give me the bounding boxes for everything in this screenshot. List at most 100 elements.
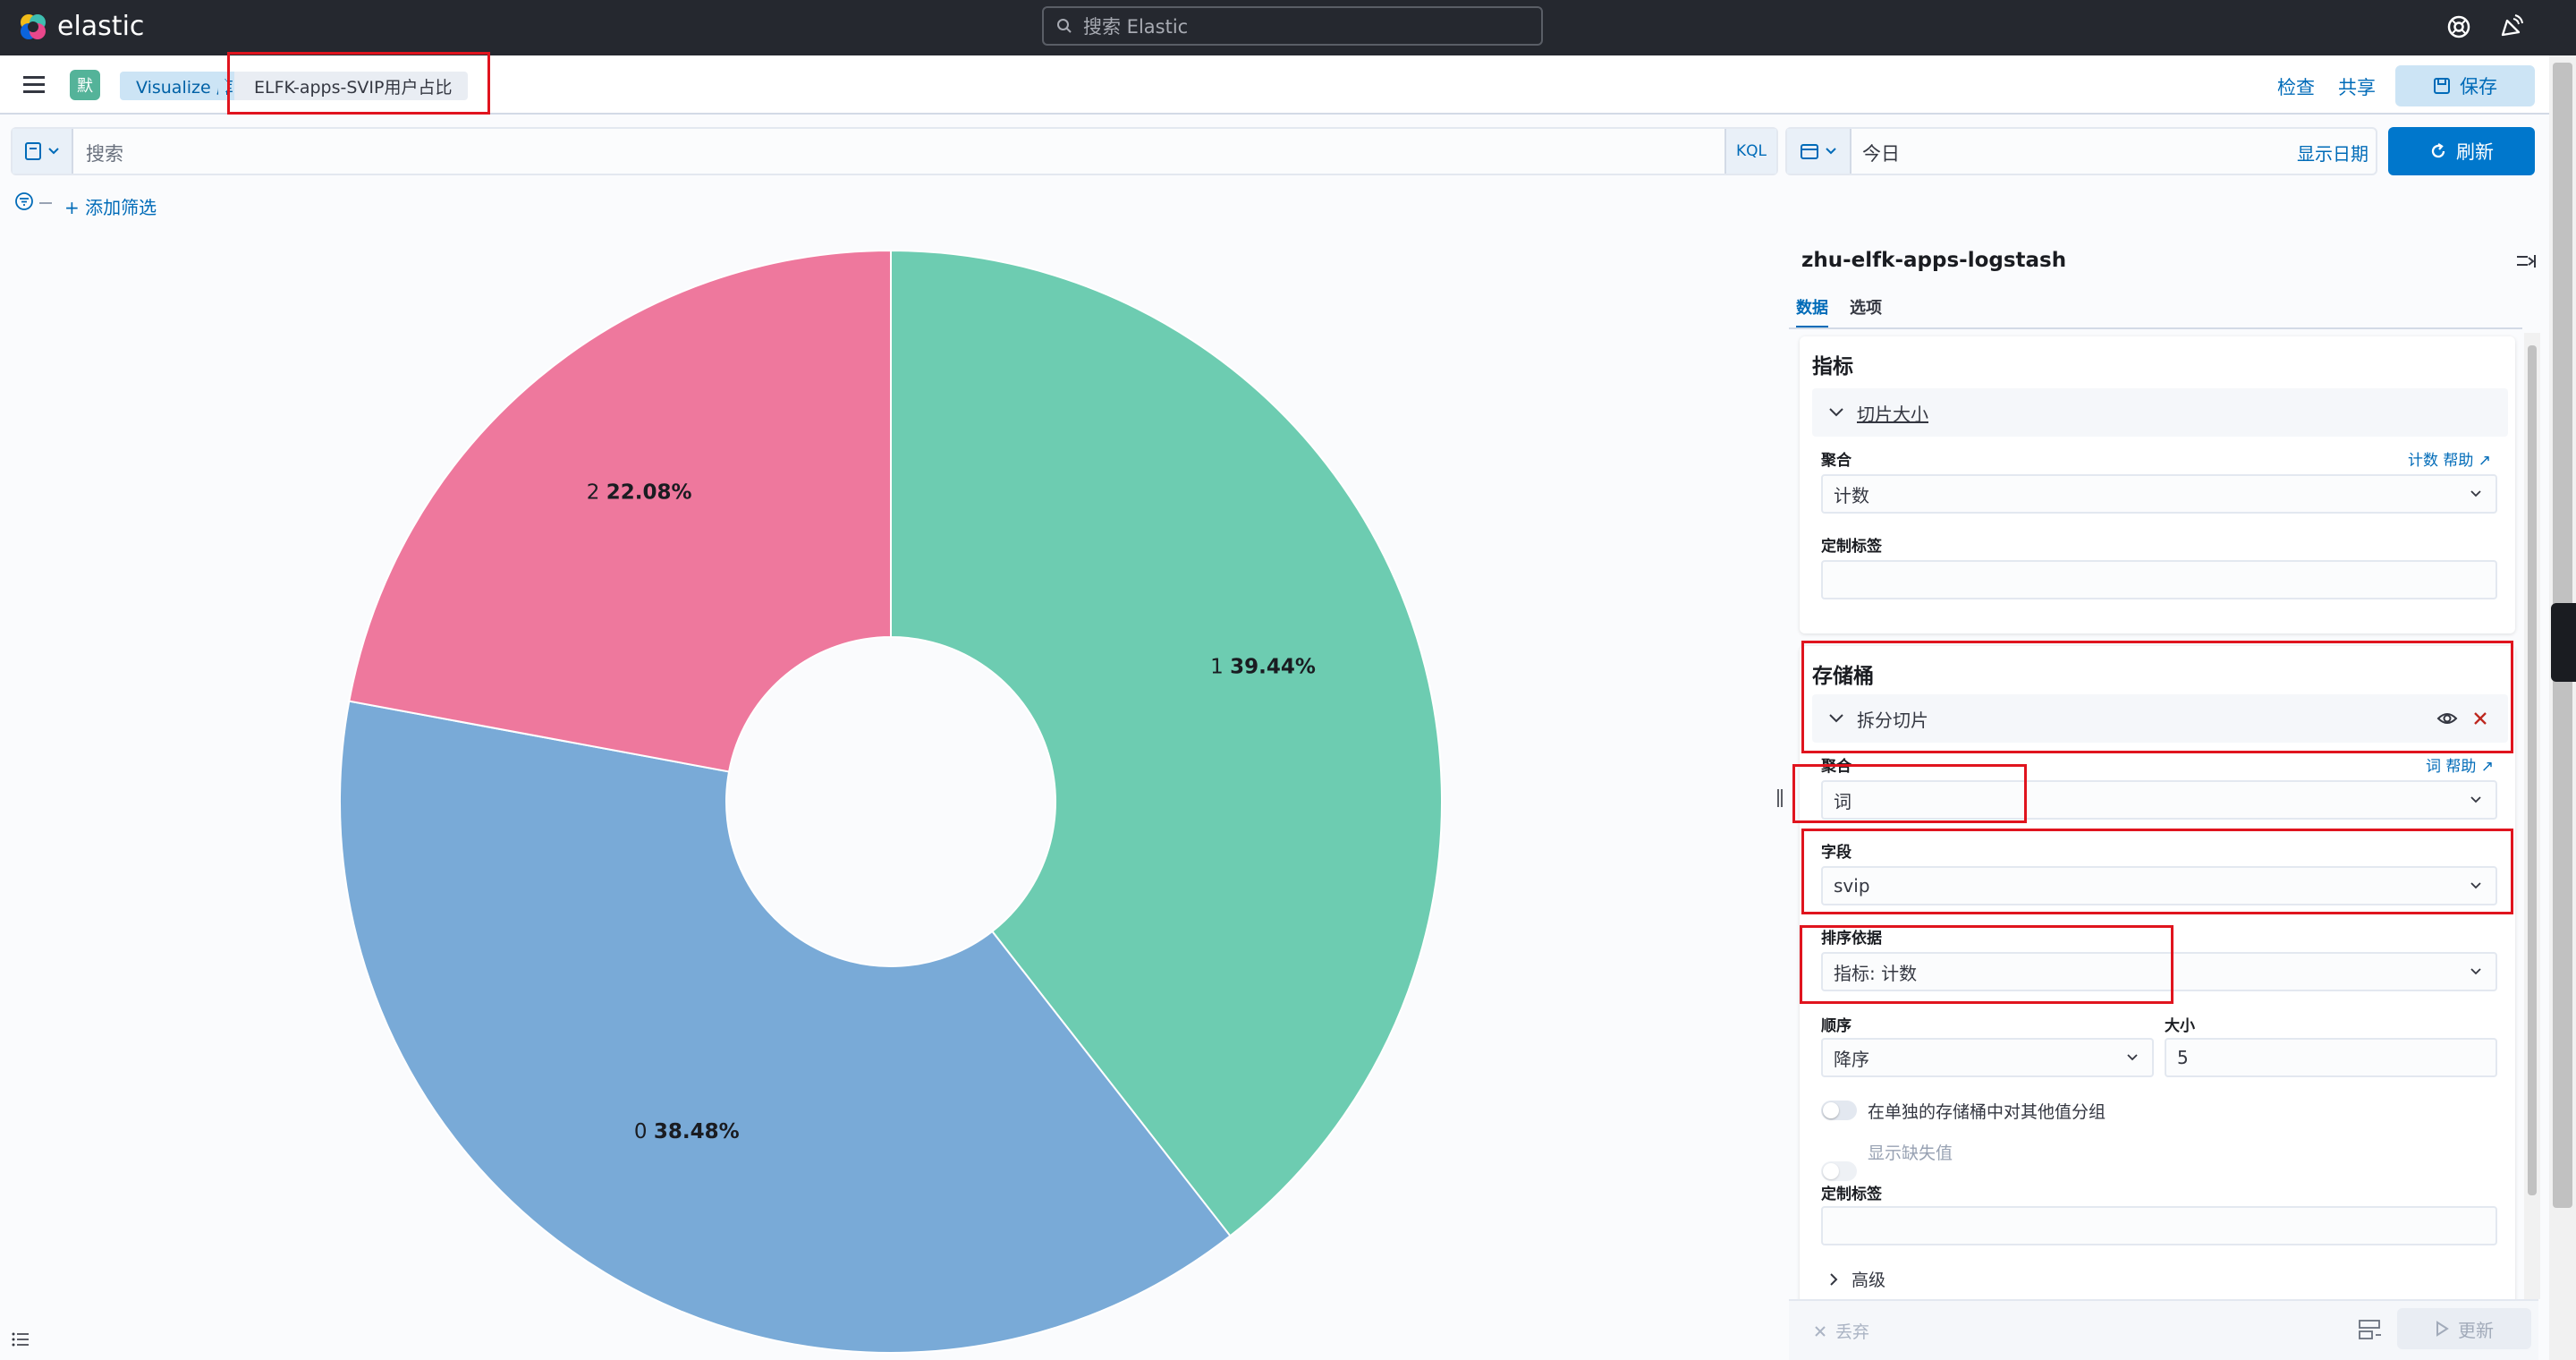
- bucket-agg-label: 聚合: [1821, 758, 1852, 776]
- pie-label-0: 0 38.48%: [634, 1120, 740, 1143]
- pie-slices: [339, 249, 1443, 1354]
- date-range-text[interactable]: 今日: [1862, 143, 1900, 165]
- save-icon: [2434, 78, 2450, 94]
- bucket-agg-help-link[interactable]: 词 帮助 ↗: [2426, 758, 2495, 776]
- bucket-field-select[interactable]: svip: [1821, 866, 2497, 905]
- play-icon: [2436, 1321, 2449, 1337]
- elastic-logo-text: elastic: [57, 11, 145, 42]
- metrics-title: 指标: [1812, 355, 1853, 378]
- chevron-right-icon: [1830, 1272, 1838, 1286]
- chevron-down-icon: [2470, 490, 2481, 497]
- calendar-icon: [1801, 144, 1818, 159]
- tab-data[interactable]: 数据: [1796, 295, 1828, 329]
- bucket-order-by-label: 排序依据: [1821, 930, 1882, 948]
- eye-icon[interactable]: [2436, 710, 2458, 727]
- show-missing-toggle[interactable]: [1821, 1161, 1857, 1181]
- space-avatar[interactable]: 默: [70, 70, 100, 100]
- bucket-custom-label-input[interactable]: [1821, 1206, 2497, 1245]
- query-input[interactable]: 搜索: [86, 143, 123, 165]
- bucket-custom-label-label: 定制标签: [1821, 1186, 1882, 1203]
- pie-label-2: 2 22.08%: [587, 481, 692, 505]
- chevron-down-icon: [2470, 796, 2481, 803]
- remove-bucket-icon[interactable]: [2472, 710, 2488, 727]
- discard-button[interactable]: 丢弃: [1814, 1319, 1869, 1343]
- elastic-logo-icon: [21, 13, 46, 39]
- metric-item-header[interactable]: 切片大小: [1812, 388, 2508, 437]
- kql-language-toggle[interactable]: KQL: [1724, 129, 1776, 174]
- metric-agg-label: 聚合: [1821, 452, 1852, 470]
- group-other-toggle[interactable]: [1821, 1101, 1857, 1120]
- date-picker: [1785, 127, 2377, 175]
- metric-item-label: 切片大小: [1857, 403, 1928, 425]
- highlight-box-title: [227, 52, 490, 115]
- help-icon[interactable]: [2445, 13, 2472, 40]
- pie-slice-2[interactable]: [348, 249, 892, 773]
- global-search-input[interactable]: 搜索 Elastic: [1042, 6, 1543, 46]
- bucket-order-value: 降序: [1834, 1048, 1869, 1070]
- saved-query-icon: [25, 142, 41, 160]
- bucket-order-by-select[interactable]: 指标: 计数: [1821, 952, 2497, 991]
- chevron-down-icon: [1826, 148, 1836, 155]
- panel-scroll-area: 指标 切片大小 聚合 计数 帮助 ↗ 计数 定制标签 存储桶 拆分切片 聚合 词…: [1789, 333, 2522, 1299]
- bucket-size-input[interactable]: 5: [2165, 1038, 2497, 1077]
- saved-query-button[interactable]: [13, 129, 73, 174]
- bucket-agg-value: 词: [1834, 790, 1852, 812]
- close-icon: [1815, 1325, 1826, 1337]
- collapse-panel-icon[interactable]: [2515, 252, 2537, 270]
- share-link[interactable]: 共享: [2338, 77, 2376, 98]
- update-button[interactable]: 更新: [2397, 1308, 2531, 1349]
- auto-apply-icon[interactable]: [2358, 1319, 2383, 1340]
- elastic-logo[interactable]: elastic: [18, 11, 144, 42]
- tab-options[interactable]: 选项: [1850, 299, 1882, 318]
- show-dates-link[interactable]: 显示日期: [2297, 143, 2368, 165]
- bucket-order-select[interactable]: 降序: [1821, 1038, 2154, 1077]
- bucket-agg-select[interactable]: 词: [1821, 780, 2497, 820]
- buckets-title: 存储桶: [1812, 665, 1874, 688]
- filter-options-icon[interactable]: [14, 191, 34, 211]
- bucket-size-label: 大小: [2165, 1017, 2195, 1035]
- bucket-field-label: 字段: [1821, 844, 1852, 862]
- pie-chart: 1 39.44% 0 38.48% 2 22.08%: [339, 249, 1443, 1354]
- refresh-icon: [2431, 143, 2445, 158]
- pie-label-1: 1 39.44%: [1210, 656, 1316, 679]
- bucket-size-value: 5: [2177, 1047, 2189, 1068]
- bucket-field-value: svip: [1834, 875, 1870, 897]
- quick-date-button[interactable]: [1787, 129, 1852, 174]
- metric-custom-label-label: 定制标签: [1821, 538, 1882, 556]
- pie-slice-0[interactable]: [339, 700, 1232, 1354]
- chevron-down-icon: [48, 148, 59, 155]
- chevron-down-icon[interactable]: [1828, 713, 1844, 724]
- metric-custom-label-input[interactable]: [1821, 560, 2497, 599]
- newsfeed-icon[interactable]: [2497, 13, 2524, 40]
- breadcrumb-current-visualization: ELFK-apps-SVIP用户占比: [234, 72, 469, 100]
- index-pattern-title: zhu-elfk-apps-logstash: [1801, 249, 2067, 272]
- metric-agg-select[interactable]: 计数: [1821, 474, 2497, 514]
- highlight-box-agg: [1792, 764, 2027, 823]
- bucket-item-label: 拆分切片: [1857, 709, 1928, 731]
- refresh-button[interactable]: 刷新: [2388, 127, 2535, 175]
- metric-agg-help-link[interactable]: 计数 帮助 ↗: [2408, 452, 2492, 470]
- panel-scrollbar-thumb[interactable]: [2528, 345, 2537, 1195]
- metric-agg-value: 计数: [1834, 484, 1869, 506]
- highlight-box-order-by: [1800, 925, 2174, 1004]
- chevron-down-icon[interactable]: [1828, 407, 1844, 418]
- side-handle[interactable]: [2551, 603, 2576, 682]
- search-icon: [1057, 19, 1072, 33]
- chevron-down-icon: [2470, 882, 2481, 889]
- pie-labels: 1 39.44% 0 38.48% 2 22.08%: [587, 481, 1316, 1143]
- pie-slice-1[interactable]: [890, 249, 1443, 1237]
- advanced-toggle[interactable]: 高级: [1828, 1267, 1885, 1291]
- menu-icon[interactable]: [21, 74, 48, 96]
- save-button-label: 保存: [2460, 76, 2497, 98]
- refresh-button-label: 刷新: [2456, 141, 2494, 163]
- highlight-box-buckets: [1801, 641, 2513, 753]
- panel-resize-handle[interactable]: [1776, 787, 1784, 809]
- bucket-item-header[interactable]: 拆分切片: [1812, 694, 2508, 743]
- bucket-order-by-value: 指标: 计数: [1834, 962, 1918, 984]
- chevron-down-icon: [2470, 968, 2481, 975]
- filter-divider: [39, 202, 52, 204]
- inspect-link[interactable]: 检查: [2277, 77, 2315, 98]
- save-button[interactable]: 保存: [2395, 65, 2535, 106]
- add-filter-link[interactable]: + 添加筛选: [64, 197, 157, 218]
- legend-toggle-icon[interactable]: [11, 1331, 30, 1347]
